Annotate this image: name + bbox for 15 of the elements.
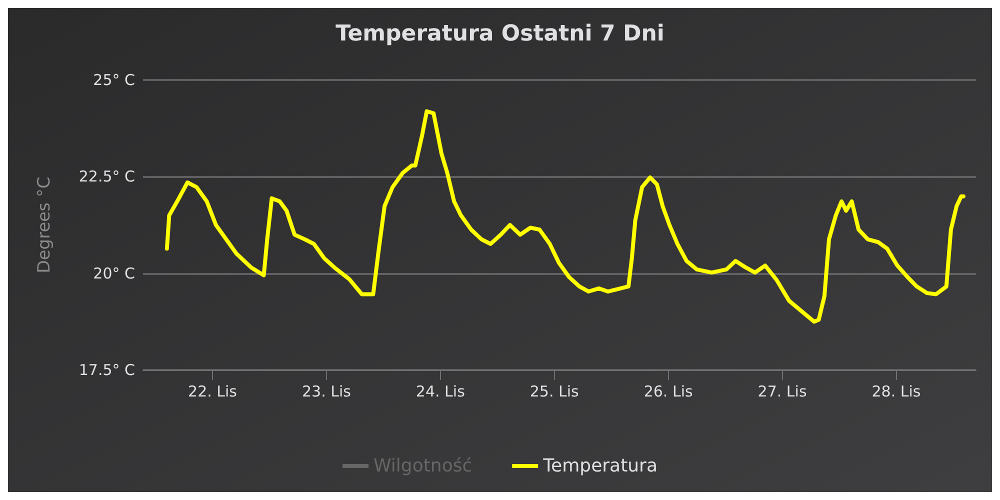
y-axis-title: Degrees °C <box>34 176 54 274</box>
x-tick-label: 25. Lis <box>530 382 580 400</box>
y-tick-label: 22.5° C <box>78 168 135 186</box>
x-tick-label: 24. Lis <box>416 382 466 400</box>
x-tick-label: 28. Lis <box>872 382 921 400</box>
y-tick-label: 17.5° C <box>78 361 135 379</box>
y-tick-label: 20° C <box>93 264 135 282</box>
line-series <box>164 109 966 324</box>
x-tick-label: 22. Lis <box>188 382 238 400</box>
legend-label: Temperatura <box>542 456 658 476</box>
x-tick-label: 23. Lis <box>302 382 352 400</box>
x-tick-label: 27. Lis <box>758 382 807 400</box>
y-tick-label: 25° C <box>93 71 135 89</box>
x-tick-label: 26. Lis <box>644 382 693 400</box>
chart-title: Temperatura Ostatni 7 Dni <box>336 22 664 46</box>
